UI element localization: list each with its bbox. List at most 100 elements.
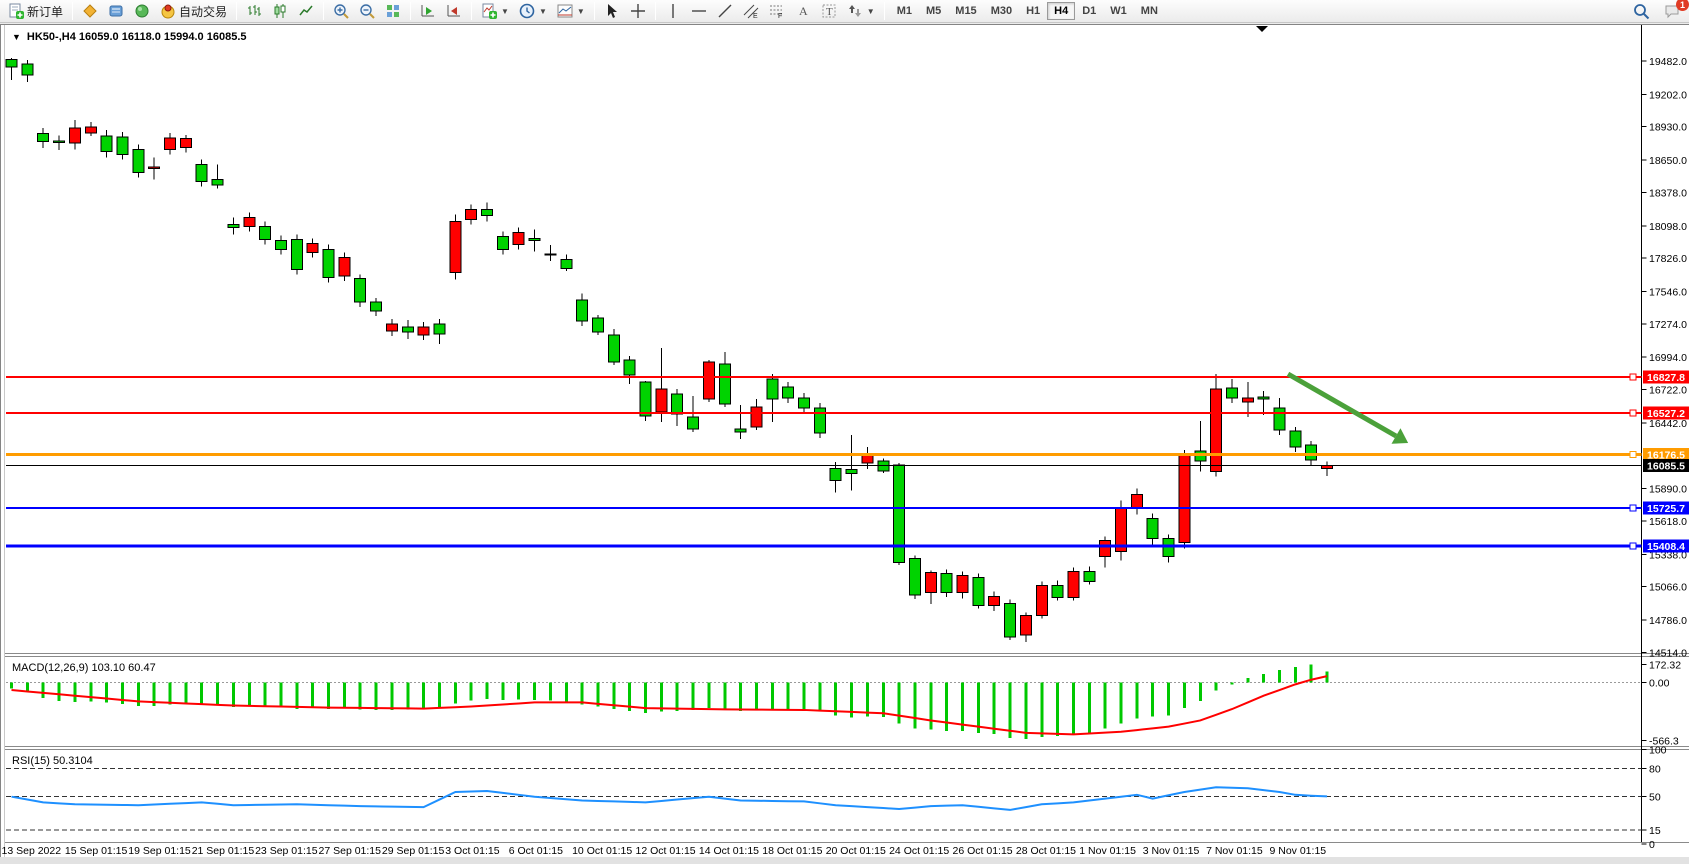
svg-text:18650.0: 18650.0 xyxy=(1649,155,1687,167)
channel-tool-button[interactable]: E xyxy=(739,1,763,21)
svg-text:172.32: 172.32 xyxy=(1649,660,1681,672)
candlestick-chart-icon xyxy=(274,4,286,18)
svg-text:16176.5: 16176.5 xyxy=(1647,450,1685,462)
svg-text:17546.0: 17546.0 xyxy=(1649,286,1687,298)
separator xyxy=(654,2,656,20)
candlestick-chart-button[interactable] xyxy=(268,1,292,21)
chart-title: ▼ HK50-,H4 16059.0 16118.0 15994.0 16085.… xyxy=(12,31,247,43)
text-label-icon: T xyxy=(822,4,836,18)
autotrading-button[interactable]: 自动交易 xyxy=(156,1,231,21)
svg-text:20 Oct 01:15: 20 Oct 01:15 xyxy=(826,845,886,857)
indicators-button[interactable]: ▼ xyxy=(477,1,513,21)
horizontal-line-tool-button[interactable] xyxy=(687,1,711,21)
zoom-out-button[interactable] xyxy=(355,1,379,21)
svg-text:18098.0: 18098.0 xyxy=(1649,221,1687,233)
rsi-indicator-label: RSI(15) 50.3104 xyxy=(12,755,93,767)
svg-text:3 Nov 01:15: 3 Nov 01:15 xyxy=(1143,845,1200,857)
data-window-button[interactable] xyxy=(104,1,128,21)
svg-text:7 Nov 01:15: 7 Nov 01:15 xyxy=(1206,845,1263,857)
trendline-tool-button[interactable] xyxy=(713,1,737,21)
separator xyxy=(410,2,412,20)
vertical-line-tool-button[interactable] xyxy=(661,1,685,21)
fibonacci-icon: F xyxy=(769,5,782,19)
svg-text:E: E xyxy=(753,13,758,19)
notifications-button[interactable]: 1 xyxy=(1660,0,1689,21)
timeframe-h4[interactable]: H4 xyxy=(1047,2,1076,20)
text-tool-button[interactable]: A xyxy=(791,1,815,21)
arrows-shapes-icon xyxy=(848,5,861,17)
chart-shift-button[interactable] xyxy=(442,1,466,21)
search-button[interactable] xyxy=(1629,1,1654,21)
navigator-icon xyxy=(135,4,149,18)
svg-text:18 Oct 01:15: 18 Oct 01:15 xyxy=(762,845,822,857)
svg-text:3 Oct 01:15: 3 Oct 01:15 xyxy=(445,845,499,857)
separator xyxy=(883,2,885,20)
svg-text:18378.0: 18378.0 xyxy=(1649,187,1687,199)
timeframe-m30[interactable]: M30 xyxy=(990,5,1013,17)
svg-text:28 Oct 01:15: 28 Oct 01:15 xyxy=(1016,845,1076,857)
trendline-icon xyxy=(718,4,732,18)
fibonacci-tool-button[interactable]: F xyxy=(765,1,789,21)
arrows-dropdown-caret[interactable]: ▼ xyxy=(866,6,875,16)
cursor-tool-button[interactable] xyxy=(600,1,624,21)
vertical-line-icon xyxy=(672,4,674,18)
timeframe-m5[interactable]: M5 xyxy=(926,5,942,17)
svg-text:18930.0: 18930.0 xyxy=(1649,122,1687,134)
horizontal-line-icon xyxy=(691,10,706,12)
timeframe-mn[interactable]: MN xyxy=(1140,5,1158,17)
svg-text:27 Sep 01:15: 27 Sep 01:15 xyxy=(319,845,382,857)
svg-text:50: 50 xyxy=(1649,792,1661,804)
bar-chart-button[interactable] xyxy=(242,1,266,21)
templates-dropdown-caret[interactable]: ▼ xyxy=(576,6,585,16)
data-window-icon xyxy=(109,5,123,17)
zoom-in-button[interactable] xyxy=(329,1,353,21)
svg-text:0: 0 xyxy=(1649,839,1655,851)
svg-text:15725.7: 15725.7 xyxy=(1647,503,1685,515)
chart-window: 19482.0 19202.0 18930.0 18650.0 18378.0 18098… xyxy=(0,24,1689,864)
svg-text:0.00: 0.00 xyxy=(1649,677,1670,689)
auto-scroll-button[interactable] xyxy=(416,1,440,21)
tile-windows-button[interactable] xyxy=(381,1,405,21)
svg-text:23 Sep 01:15: 23 Sep 01:15 xyxy=(255,845,318,857)
chart-collapse-icon[interactable]: ▼ xyxy=(12,32,21,42)
zoom-out-icon xyxy=(360,4,375,19)
timeframe-w1[interactable]: W1 xyxy=(1110,5,1127,17)
svg-text:29 Sep 01:15: 29 Sep 01:15 xyxy=(382,845,445,857)
separator xyxy=(471,2,473,20)
svg-text:A: A xyxy=(799,4,808,18)
timeframe-d1[interactable]: D1 xyxy=(1082,5,1097,17)
chart-shift-icon xyxy=(447,5,461,17)
timeframe-group: M1 M5 M15 M30 H1 H4 D1 W1 MN xyxy=(890,2,1165,20)
svg-text:15408.4: 15408.4 xyxy=(1647,541,1685,553)
svg-text:T: T xyxy=(826,6,833,18)
svg-text:17826.0: 17826.0 xyxy=(1649,253,1687,265)
svg-text:17274.0: 17274.0 xyxy=(1649,319,1687,331)
svg-text:1 Nov 01:15: 1 Nov 01:15 xyxy=(1079,845,1136,857)
svg-text:15618.0: 15618.0 xyxy=(1649,516,1687,528)
templates-icon xyxy=(557,4,573,18)
zoom-in-icon xyxy=(334,4,349,19)
autotrading-label: 自动交易 xyxy=(179,4,228,19)
chart-canvas[interactable]: 19482.0 19202.0 18930.0 18650.0 18378.0 18098… xyxy=(0,24,1689,864)
timeframe-h1[interactable]: H1 xyxy=(1026,5,1041,17)
line-chart-button[interactable] xyxy=(294,1,318,21)
market-watch-button[interactable] xyxy=(78,1,102,21)
periods-clock-icon xyxy=(519,3,535,19)
svg-text:100: 100 xyxy=(1649,744,1667,756)
svg-text:14 Oct 01:15: 14 Oct 01:15 xyxy=(699,845,759,857)
svg-text:12 Oct 01:15: 12 Oct 01:15 xyxy=(636,845,696,857)
timeframe-m1[interactable]: M1 xyxy=(896,5,912,17)
text-label-tool-button[interactable]: T xyxy=(817,1,841,21)
indicators-dropdown-caret[interactable]: ▼ xyxy=(501,6,509,16)
navigator-button[interactable] xyxy=(130,1,154,21)
crosshair-tool-button[interactable] xyxy=(626,1,650,21)
periods-button[interactable]: ▼ xyxy=(515,1,551,21)
periods-dropdown-caret[interactable]: ▼ xyxy=(538,6,547,16)
new-order-button[interactable]: 新订单 xyxy=(4,1,67,21)
timeframe-m15[interactable]: M15 xyxy=(955,5,977,17)
separator xyxy=(72,2,74,20)
arrows-tool-button[interactable]: ▼ xyxy=(843,1,879,21)
chart-ohlc-readout: HK50-,H4 16059.0 16118.0 15994.0 16085.5 xyxy=(26,31,247,43)
templates-button[interactable]: ▼ xyxy=(553,1,589,21)
cursor-icon xyxy=(607,4,617,18)
